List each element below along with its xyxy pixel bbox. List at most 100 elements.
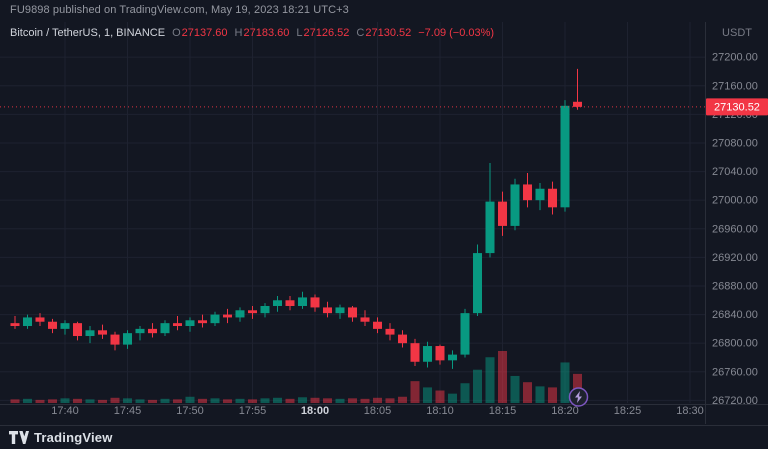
candle-body xyxy=(223,314,232,318)
price-axis-currency-label: USDT xyxy=(722,27,752,39)
candle-body xyxy=(60,323,70,329)
candle-body xyxy=(348,307,357,318)
candle-body xyxy=(385,328,395,335)
volume-bar xyxy=(435,390,445,403)
price-tick-label: 27200.00 xyxy=(712,52,758,64)
close-label: C xyxy=(356,27,365,39)
candle-body xyxy=(260,305,270,314)
price-tick-label: 26920.00 xyxy=(712,252,758,264)
volume-bar xyxy=(285,398,295,403)
candle-body xyxy=(285,300,295,306)
volume-bar xyxy=(248,399,257,403)
volume-bar xyxy=(398,396,407,403)
volume-bar xyxy=(473,369,482,403)
low-value: 27126.52 xyxy=(303,27,350,39)
ohlc-close: C 27130.52 xyxy=(356,27,411,39)
candle-body xyxy=(373,321,382,329)
ohlc-low: L 27126.52 xyxy=(296,27,349,39)
volume-bar xyxy=(185,396,195,403)
symbol-title[interactable]: Bitcoin / TetherUS, 1, BINANCE xyxy=(10,27,166,39)
volume-bar xyxy=(373,397,382,403)
volume-bar xyxy=(535,386,545,403)
candle-body xyxy=(335,307,345,314)
volume-bar xyxy=(173,399,182,403)
time-axis[interactable]: 17:40 17:45 17:50 17:55 18:00 18:05 18:10 18:15… xyxy=(51,405,704,417)
candle-body xyxy=(360,317,370,322)
tradingview-brand-text[interactable]: TradingView xyxy=(34,430,113,445)
tradingview-logo-icon[interactable] xyxy=(9,431,29,444)
price-tick-label: 27080.00 xyxy=(712,137,758,149)
candle-body xyxy=(410,343,420,362)
volume-bar xyxy=(560,362,570,403)
volume-bar xyxy=(110,397,120,403)
time-tick-label: 18:30 xyxy=(676,405,704,417)
volume-bar xyxy=(410,381,420,403)
volume-bar xyxy=(135,399,145,403)
volume-bar xyxy=(198,398,207,403)
price-tick-label: 26800.00 xyxy=(712,338,758,350)
candle-body xyxy=(10,323,20,327)
volume-bar xyxy=(48,399,57,403)
time-tick-label: 17:40 xyxy=(51,405,79,417)
candle-body xyxy=(423,346,432,362)
open-value: 27137.60 xyxy=(181,27,228,39)
price-tick-label: 26760.00 xyxy=(712,366,758,378)
candle-body xyxy=(173,323,182,327)
volume-bar xyxy=(548,387,557,403)
change-value: −7.09 (−0.03%) xyxy=(418,27,495,39)
volume-bar xyxy=(148,399,157,403)
candle-body xyxy=(198,320,207,324)
close-value: 27130.52 xyxy=(365,27,412,39)
candle-body xyxy=(23,317,32,327)
candle-body xyxy=(135,328,145,334)
candle-body xyxy=(85,330,95,337)
candle-body xyxy=(435,346,445,361)
candle-body xyxy=(248,310,257,314)
candle-body xyxy=(310,297,320,308)
price-tick-label: 27000.00 xyxy=(712,195,758,207)
ohlc-high: H 27183.60 xyxy=(235,27,290,39)
publication-flash-marker[interactable] xyxy=(568,387,589,407)
candle-body xyxy=(510,184,520,226)
candle-body xyxy=(210,314,220,324)
volume-bar xyxy=(523,382,532,403)
candle-body xyxy=(398,334,407,344)
candle-body xyxy=(548,188,557,208)
volume-bar xyxy=(423,387,432,403)
volume-bar xyxy=(73,398,82,403)
volume-bar xyxy=(23,398,32,403)
publication-text: FU9898 published on TradingView.com, May… xyxy=(10,4,349,16)
price-tick-label: 26720.00 xyxy=(712,395,758,407)
candle-body xyxy=(98,330,107,335)
time-tick-label: 17:45 xyxy=(114,405,142,417)
volume-bar xyxy=(448,393,457,403)
time-tick-label: 17:50 xyxy=(176,405,204,417)
price-tick-label: 26960.00 xyxy=(712,223,758,235)
chart-legend[interactable]: Bitcoin / TetherUS, 1, BINANCE O 27137.6… xyxy=(10,27,494,39)
candle-body xyxy=(35,317,45,322)
candle-body xyxy=(460,313,470,355)
candle-body xyxy=(73,323,82,337)
price-tick-label: 26840.00 xyxy=(712,309,758,321)
candle-body xyxy=(160,323,170,334)
volume-series xyxy=(10,351,582,403)
volume-bar xyxy=(210,398,220,403)
last-price-value: 27130.52 xyxy=(714,102,760,114)
candle-body xyxy=(48,321,57,329)
volume-bar xyxy=(485,357,495,403)
candle-body xyxy=(560,105,570,208)
candle-body xyxy=(523,184,532,201)
time-tick-label: 18:25 xyxy=(614,405,642,417)
chart-grid xyxy=(0,22,705,403)
volume-bar xyxy=(85,399,95,403)
volume-bar xyxy=(298,397,307,403)
ohlc-open: O 27137.60 xyxy=(172,27,227,39)
volume-bar xyxy=(385,398,395,403)
candle-body xyxy=(235,310,245,318)
lightning-icon xyxy=(575,391,582,403)
volume-bar xyxy=(60,398,70,403)
volume-bar xyxy=(498,351,507,403)
volume-bar xyxy=(98,399,107,403)
